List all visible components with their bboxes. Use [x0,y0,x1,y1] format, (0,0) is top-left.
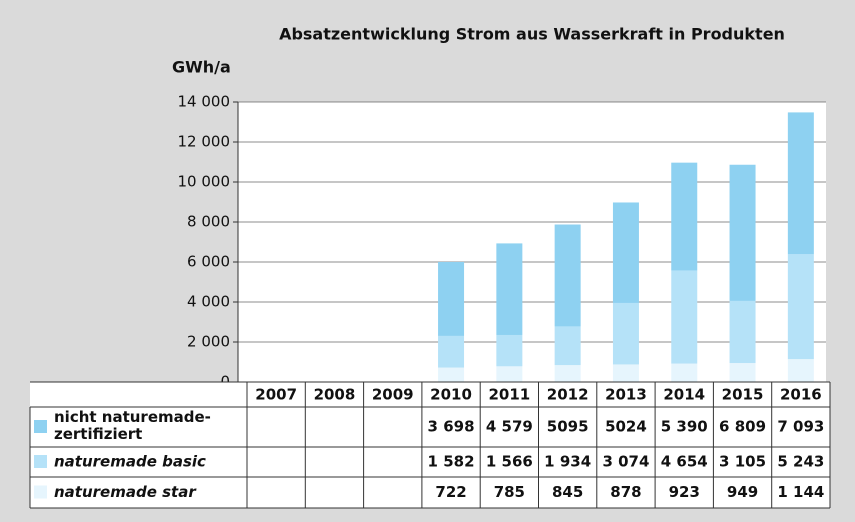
legend-swatch [34,455,47,468]
data-label: 949 [727,483,758,501]
y-tick-label: 2 000 [187,333,230,351]
data-label: 5 243 [777,453,824,471]
y-tick-label: 12 000 [178,133,231,151]
table-bg [30,382,830,508]
bar-segment [729,164,756,301]
bar-segment [496,243,523,335]
bar-segment [671,363,698,382]
legend-label: naturemade star [54,483,197,501]
data-label: 923 [669,483,700,501]
bar-segment [612,202,639,303]
data-label: 1 144 [777,483,824,501]
bar-segment [554,365,581,382]
legend-swatch [34,485,47,499]
bar-segment [554,326,581,366]
data-label: 5 390 [661,418,708,436]
x-tick-label: 2013 [605,386,647,404]
bar-segment [438,335,465,368]
x-tick-label: 2014 [663,386,705,404]
bar-segment [787,359,814,382]
bar-segment [729,300,756,364]
data-label: 722 [435,483,466,501]
legend-label-box: nicht naturemade-zertifiziert [54,409,211,443]
bar-segment [496,334,523,367]
x-tick-label: 2012 [547,386,589,404]
bar-segment [612,364,639,382]
y-tick-label: 4 000 [187,293,230,311]
data-label: 5024 [605,418,647,436]
y-axis-label: GWh/a [172,58,231,77]
chart-title: Absatzentwicklung Strom aus Wasserkraft … [279,25,785,44]
y-tick-label: 6 000 [187,253,230,271]
bar-segment [787,112,814,255]
data-label: 845 [552,483,583,501]
bar-segment [787,254,814,360]
bar-segment [438,261,465,336]
legend-swatch [34,420,47,433]
bar-segment [671,270,698,364]
data-label: 1 934 [544,453,591,471]
data-label: 1 582 [428,453,475,471]
legend-label: nicht naturemade-zertifiziert [54,409,211,443]
data-label: 878 [610,483,641,501]
y-tick-label: 10 000 [178,173,231,191]
x-tick-label: 2010 [430,386,472,404]
x-tick-label: 2015 [722,386,764,404]
x-tick-label: 2009 [372,386,414,404]
bar-segment [554,224,581,327]
data-label: 4 579 [486,418,533,436]
x-tick-label: 2016 [780,386,822,404]
data-label: 3 698 [428,418,475,436]
legend-label: naturemade basic [54,453,206,471]
plot-area [238,102,826,382]
data-label: 6 809 [719,418,766,436]
x-tick-label: 2008 [314,386,356,404]
bar-segment [496,366,523,382]
data-label: 7 093 [777,418,824,436]
data-label: 5095 [547,418,589,436]
bar-segment [729,363,756,382]
x-tick-label: 2011 [488,386,530,404]
bar-segment [612,302,639,365]
bar-segment [671,162,698,271]
y-tick-label: 8 000 [187,213,230,231]
bar-segment [438,367,465,382]
data-label: 785 [494,483,525,501]
data-label: 1 566 [486,453,533,471]
x-tick-label: 2007 [255,386,297,404]
data-label: 3 074 [602,453,649,471]
data-label: 3 105 [719,453,766,471]
data-label: 4 654 [661,453,708,471]
y-tick-label: 14 000 [178,93,231,111]
